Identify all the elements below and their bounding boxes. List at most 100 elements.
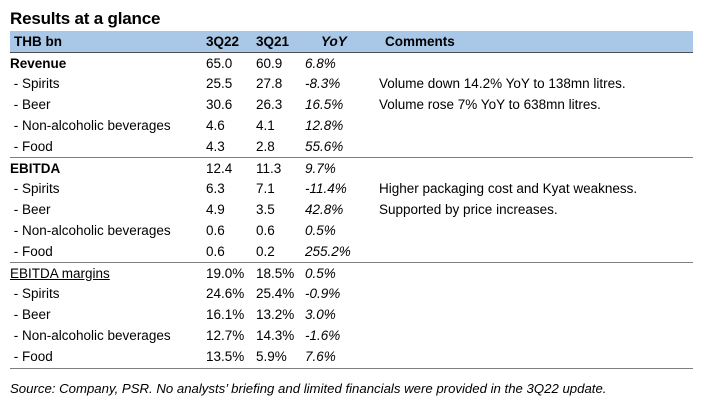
value-3q22: 24.6%: [206, 286, 245, 302]
row-label-text: - Non-alcoholic beverages: [10, 223, 171, 239]
row-label-text: - Beer: [10, 202, 51, 218]
value-3q21: 60.9: [256, 51, 305, 74]
table-body: Revenue 65.0 60.9 6.8% - Spirits 25.5 27.8 -8.…: [10, 51, 693, 367]
row-label: - Spirits: [10, 284, 206, 305]
row-label-text: - Spirits: [10, 181, 60, 197]
value-3q21: 27.8: [256, 76, 283, 92]
row-comment: [379, 51, 693, 74]
value-yoy: -0.9%: [305, 286, 341, 302]
value-yoy: 55.6%: [305, 138, 344, 154]
header-3q21: 3Q21: [256, 33, 290, 49]
header-comments: Comments: [385, 33, 455, 49]
value-yoy: 7.6%: [305, 348, 336, 364]
value-3q21: 26.3: [256, 97, 283, 113]
value-3q21: 0.6: [256, 223, 275, 239]
row-comment: [379, 304, 693, 325]
row-label: - Food: [10, 136, 206, 157]
header-yoy: YoY: [321, 33, 347, 49]
table-row: - Beer 30.6 26.3 16.5% Volume rose 7% YoY to…: [10, 94, 693, 115]
value-yoy: 6.8%: [305, 51, 379, 74]
row-label-text: - Beer: [10, 307, 51, 323]
row-label: - Spirits: [10, 179, 206, 200]
row-label-text: - Beer: [10, 97, 51, 113]
value-3q21: 18.5%: [256, 261, 305, 284]
row-label: EBITDA: [10, 156, 206, 179]
row-label-text: - Spirits: [10, 76, 60, 92]
value-yoy: 3.0%: [305, 307, 336, 323]
table-row: EBITDA 12.4 11.3 9.7%: [10, 156, 693, 179]
value-yoy: 9.7%: [305, 156, 379, 179]
value-3q21: 5.9%: [256, 348, 287, 364]
value-yoy: 16.5%: [305, 97, 344, 113]
table-row: - Spirits 6.3 7.1 -11.4% Higher packaging co…: [10, 179, 693, 200]
value-yoy: 255.2%: [305, 243, 351, 259]
row-label-text: - Non-alcoholic beverages: [10, 118, 171, 134]
row-comment: [379, 284, 693, 305]
header-3q22: 3Q22: [206, 33, 240, 49]
table-row: - Food 13.5% 5.9% 7.6%: [10, 346, 693, 367]
row-label: - Beer: [10, 304, 206, 325]
value-3q21: 13.2%: [256, 307, 295, 323]
value-3q22: 16.1%: [206, 307, 245, 323]
value-yoy: -11.4%: [305, 181, 347, 197]
table-row: - Food 4.3 2.8 55.6%: [10, 136, 693, 157]
value-3q21: 3.5: [256, 202, 275, 218]
row-label: - Non-alcoholic beverages: [10, 325, 206, 346]
row-comment: [379, 346, 693, 367]
value-3q22: 0.6: [206, 223, 225, 239]
table-row: - Non-alcoholic beverages 12.7% 14.3% -1.6%: [10, 325, 693, 346]
table-row: - Spirits 25.5 27.8 -8.3% Volume down 14.2% …: [10, 74, 693, 95]
table-row: - Spirits 24.6% 25.4% -0.9%: [10, 284, 693, 305]
value-yoy: -1.6%: [305, 328, 341, 344]
value-3q22: 4.9: [206, 202, 225, 218]
value-3q21: 7.1: [256, 181, 275, 197]
row-label-text: EBITDA margins: [10, 265, 110, 281]
value-3q22: 25.5: [206, 76, 233, 92]
table-row: Revenue 65.0 60.9 6.8%: [10, 51, 693, 74]
value-3q22: 12.4: [206, 156, 256, 179]
row-label: - Beer: [10, 94, 206, 115]
value-3q22: 19.0%: [206, 261, 256, 284]
table-row: - Non-alcoholic beverages 0.6 0.6 0.5%: [10, 220, 693, 241]
page-title: Results at a glance: [10, 9, 161, 28]
value-3q21: 4.1: [256, 118, 275, 134]
row-label-text: - Food: [10, 348, 53, 364]
value-3q21: 11.3: [256, 156, 305, 179]
value-yoy: 0.5%: [305, 261, 379, 284]
header-label: THB bn: [14, 33, 62, 49]
value-3q21: 25.4%: [256, 286, 295, 302]
row-label: Revenue: [10, 51, 206, 74]
value-3q21: 2.8: [256, 138, 275, 154]
source-footnote: Source: Company, PSR. No analysts’ brief…: [10, 381, 607, 396]
row-label: - Non-alcoholic beverages: [10, 220, 206, 241]
value-yoy: 12.8%: [305, 118, 344, 134]
row-label-text: - Non-alcoholic beverages: [10, 328, 171, 344]
row-comment: [379, 220, 693, 241]
row-comment: [379, 241, 693, 262]
row-comment: [379, 115, 693, 136]
value-3q21: 0.2: [256, 243, 275, 259]
row-label: - Food: [10, 241, 206, 262]
table-row: EBITDA margins 19.0% 18.5% 0.5%: [10, 261, 693, 284]
row-comment: [379, 325, 693, 346]
table-header-row: THB bn 3Q22 3Q21 YoY Comments: [10, 31, 693, 53]
value-3q22: 4.6: [206, 118, 225, 134]
row-comment: Volume rose 7% YoY to 638mn litres.: [379, 97, 601, 113]
row-label: - Food: [10, 346, 206, 367]
value-3q22: 65.0: [206, 51, 256, 74]
value-3q22: 0.6: [206, 243, 225, 259]
row-comment: [379, 156, 693, 179]
table-bottom-rule: [10, 368, 693, 369]
row-label: EBITDA margins: [10, 261, 206, 284]
row-comment: [379, 136, 693, 157]
value-3q22: 13.5%: [206, 348, 245, 364]
table-row: - Beer 4.9 3.5 42.8% Supported by price incr…: [10, 199, 693, 220]
row-label: - Beer: [10, 199, 206, 220]
value-yoy: -8.3%: [305, 76, 341, 92]
row-label-text: - Spirits: [10, 286, 60, 302]
row-label-text: EBITDA: [10, 160, 61, 176]
value-3q22: 4.3: [206, 138, 225, 154]
value-yoy: 0.5%: [305, 223, 336, 239]
row-comment: [379, 261, 693, 284]
table-row: - Non-alcoholic beverages 4.6 4.1 12.8%: [10, 115, 693, 136]
